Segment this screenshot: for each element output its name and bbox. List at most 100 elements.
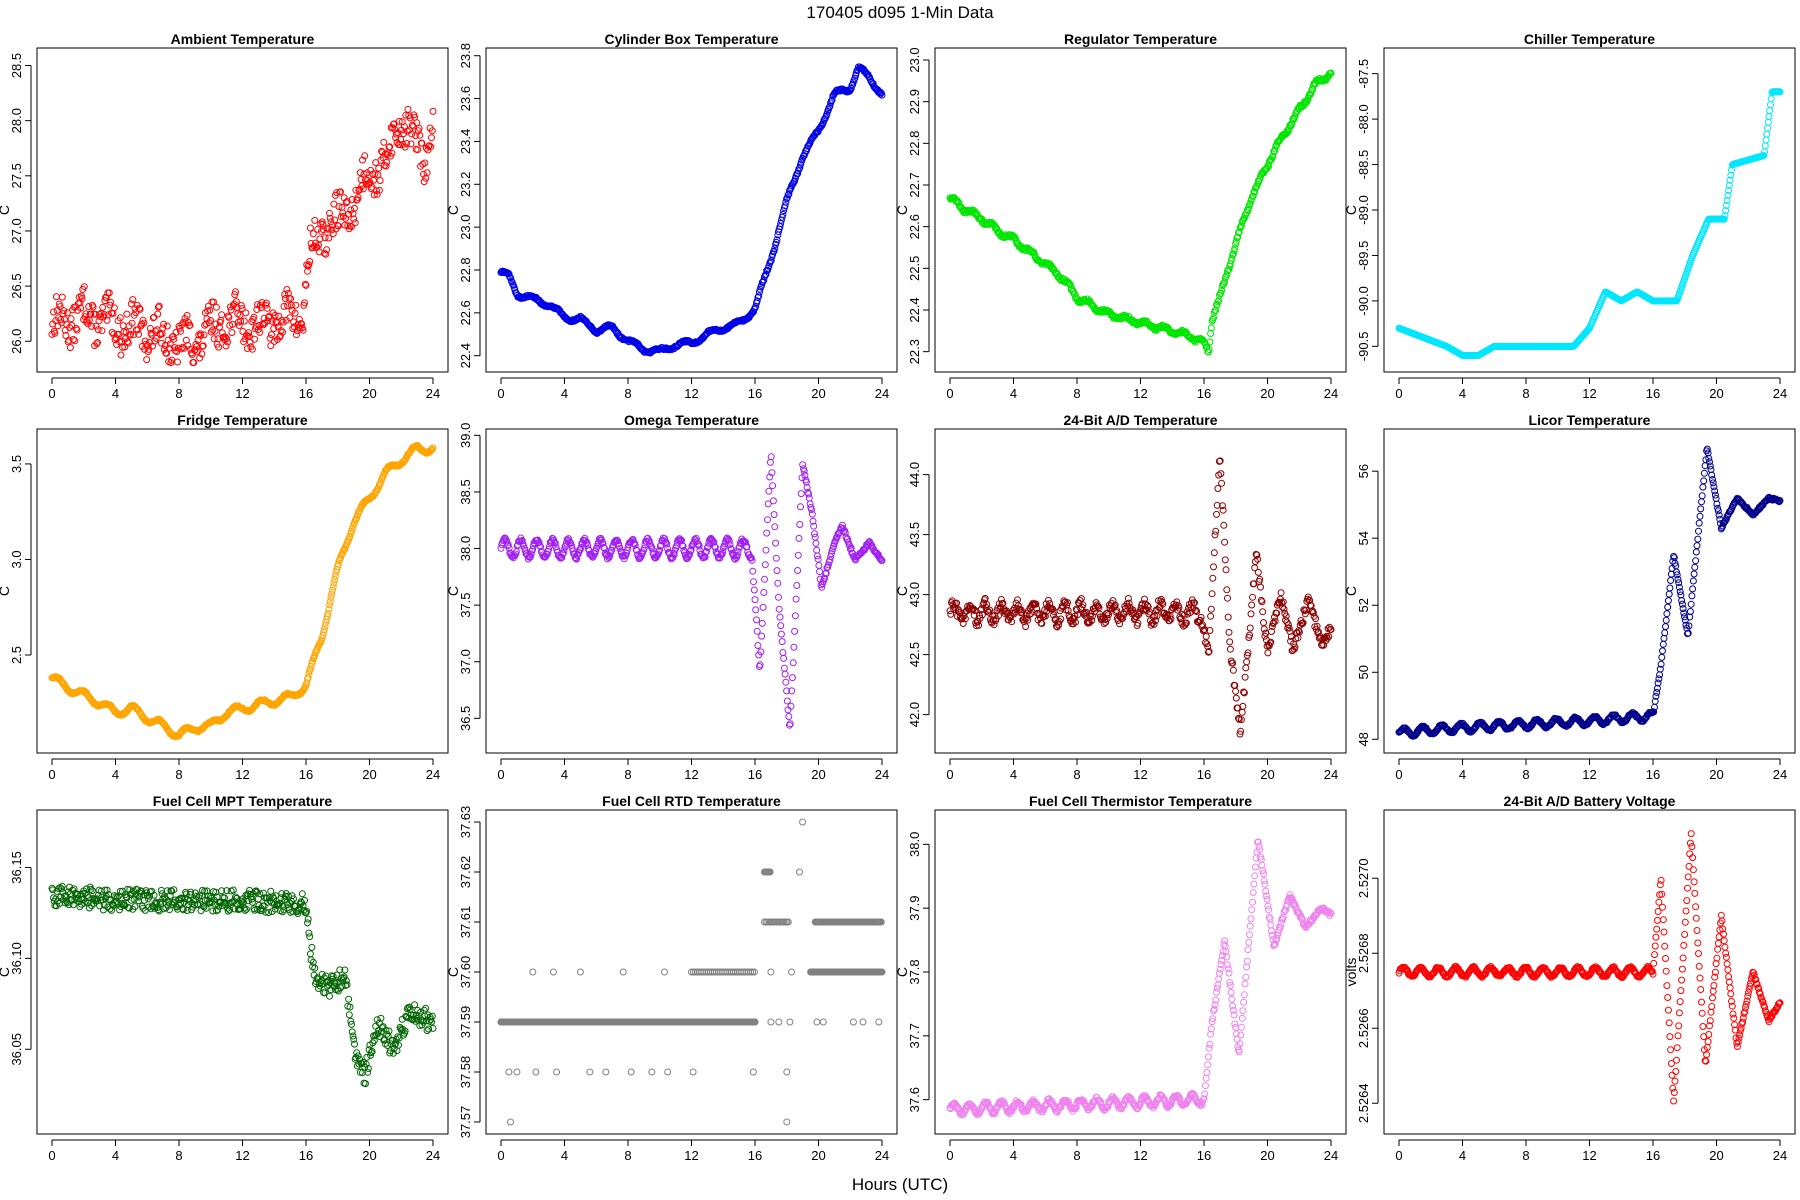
data-point <box>788 687 796 695</box>
data-point <box>323 612 331 620</box>
data-point <box>773 567 781 575</box>
chart-panel-fuel-cell-mpt-temperature: Fuel Cell MPT TemperatureC0481216202436.… <box>0 793 449 1163</box>
data-point <box>552 543 560 551</box>
data-point <box>797 161 804 169</box>
plot-frame <box>485 428 898 754</box>
y-axis-label: C <box>1343 586 1359 596</box>
data-point <box>1246 631 1253 639</box>
figure-xlabel: Hours (UTC) <box>852 1175 948 1194</box>
data-point <box>392 130 400 138</box>
data-point <box>767 453 775 461</box>
x-tick-label: 24 <box>1324 767 1338 782</box>
data-points <box>48 442 437 741</box>
data-point <box>794 567 802 574</box>
data-point <box>1767 95 1775 103</box>
data-point <box>227 306 235 314</box>
data-point <box>1192 606 1200 614</box>
data-point <box>653 552 661 560</box>
data-point <box>1447 729 1455 737</box>
data-point <box>785 190 793 198</box>
data-point <box>1218 502 1226 510</box>
data-point <box>136 305 144 313</box>
data-point <box>1726 176 1734 184</box>
data-points <box>497 63 886 357</box>
data-point <box>782 198 790 206</box>
x-tick-label: 20 <box>362 1148 376 1163</box>
y-tick-label: 27.0 <box>9 218 24 243</box>
data-point <box>128 319 136 327</box>
data-point <box>1206 627 1214 634</box>
data-point <box>1284 621 1292 629</box>
x-tick-label: 20 <box>1260 767 1274 782</box>
y-tick-label: 36.15 <box>9 851 24 884</box>
plot-frame <box>36 47 449 373</box>
data-point <box>302 281 310 289</box>
data-point <box>1267 638 1275 646</box>
data-point <box>316 235 324 243</box>
data-point <box>235 322 243 329</box>
data-point <box>1765 113 1773 120</box>
data-point <box>103 316 111 324</box>
data-point <box>163 349 170 357</box>
data-point <box>1695 527 1702 535</box>
data-point <box>1044 596 1052 604</box>
data-point <box>1271 613 1278 621</box>
data-point <box>1721 212 1729 220</box>
data-point <box>348 196 356 203</box>
data-point <box>1215 297 1223 305</box>
data-point <box>1146 608 1154 616</box>
data-point <box>631 541 639 549</box>
data-point <box>1271 617 1279 625</box>
data-point <box>956 609 963 616</box>
data-point <box>1278 599 1286 607</box>
data-point <box>267 887 275 895</box>
data-point <box>1767 101 1774 109</box>
data-point <box>691 535 699 543</box>
data-point <box>135 330 143 338</box>
data-point <box>808 510 816 518</box>
data-point <box>239 328 247 335</box>
data-point <box>545 545 553 553</box>
data-point <box>1691 563 1699 571</box>
data-point <box>226 321 234 329</box>
data-point <box>794 170 802 178</box>
data-point <box>1073 606 1081 614</box>
x-tick-label: 12 <box>235 386 249 401</box>
data-point <box>200 331 208 339</box>
data-point <box>276 332 284 340</box>
data-point <box>876 554 884 562</box>
data-point <box>535 539 543 547</box>
data-point <box>110 304 118 312</box>
data-point <box>1256 175 1264 183</box>
data-point <box>270 325 278 333</box>
data-point <box>237 317 245 325</box>
data-point <box>242 309 250 317</box>
data-point <box>308 943 316 951</box>
data-point <box>416 131 424 139</box>
data-point <box>1225 265 1233 273</box>
data-point <box>598 539 606 546</box>
data-point <box>1217 289 1225 297</box>
data-point <box>149 314 157 322</box>
data-point <box>245 329 253 337</box>
y-tick-label: 36.10 <box>9 942 24 975</box>
data-point <box>375 186 383 194</box>
data-point <box>298 890 306 898</box>
data-point <box>66 324 74 331</box>
data-point <box>1018 608 1026 616</box>
data-point <box>1251 184 1259 192</box>
data-point <box>704 543 712 551</box>
data-point <box>275 312 283 320</box>
data-point <box>262 299 270 307</box>
x-tick-label: 4 <box>561 1148 568 1163</box>
data-point <box>813 546 821 554</box>
data-point <box>1241 673 1249 681</box>
data-point <box>1027 610 1035 618</box>
data-point <box>207 317 215 324</box>
data-point <box>1197 613 1205 621</box>
x-tick-label: 20 <box>1709 386 1723 401</box>
x-tick-label: 16 <box>299 767 313 782</box>
data-point <box>1240 215 1248 223</box>
